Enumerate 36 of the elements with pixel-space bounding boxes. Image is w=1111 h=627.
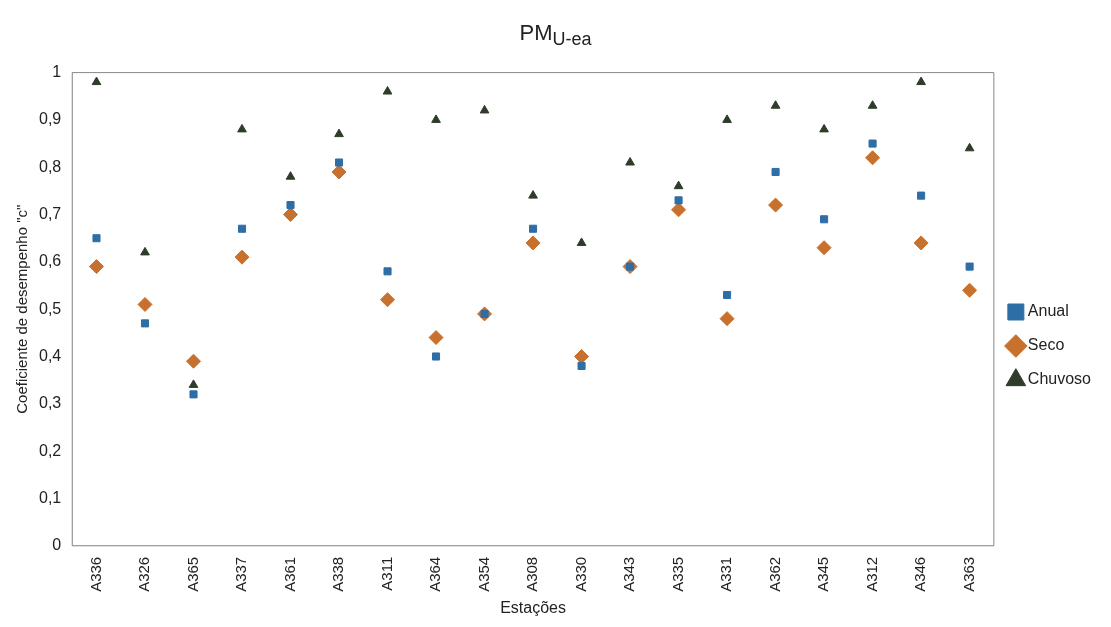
y-tick-label: 0,1: [38, 488, 62, 506]
x-tick-label: A343: [620, 556, 638, 592]
x-tick-label: A364: [426, 556, 444, 592]
y-tick-label: 0,4: [38, 346, 62, 364]
x-tick-label: A361: [280, 556, 298, 592]
x-tick-label: A362: [765, 556, 783, 592]
y-tick-label: 0,8: [38, 157, 62, 175]
x-tick-label: A363: [959, 556, 977, 592]
x-tick-label: A345: [814, 556, 832, 592]
chart-title: PM$_{U-ea}$: [518, 20, 593, 51]
x-tick-label: A330: [571, 556, 589, 592]
y-tick-label: 0,9: [38, 110, 62, 128]
legend-label: Anual: [1027, 302, 1069, 320]
x-tick-label: A337: [232, 556, 250, 592]
x-tick-label: A326: [135, 556, 153, 592]
x-tick-label: A346: [911, 556, 929, 592]
legend-label: Seco: [1027, 336, 1065, 354]
x-tick-label: A336: [86, 556, 104, 592]
x-tick-label: A312: [862, 556, 880, 592]
x-tick-label: A311: [377, 556, 395, 591]
y-tick-label: 0,5: [38, 299, 62, 317]
x-tick-label: A335: [668, 556, 686, 592]
legend-label: Chuvoso: [1027, 370, 1092, 388]
x-axis-title: Estações: [500, 598, 566, 616]
x-tick-label: A354: [474, 556, 492, 592]
y-tick-label: 0,3: [38, 394, 62, 412]
y-tick-label: 0,6: [38, 252, 62, 270]
x-tick-label: A338: [329, 556, 347, 592]
y-tick-label: 1: [52, 63, 62, 81]
y-axis-title: Coeficiente de desempenho "c": [13, 204, 31, 414]
x-tick-label: A365: [183, 556, 201, 592]
x-tick-label: A331: [717, 556, 735, 592]
y-tick-label: 0,7: [38, 204, 62, 222]
y-tick-label: 0,2: [38, 441, 62, 459]
y-tick-label: 0: [52, 536, 62, 554]
x-tick-label: A308: [523, 556, 541, 592]
